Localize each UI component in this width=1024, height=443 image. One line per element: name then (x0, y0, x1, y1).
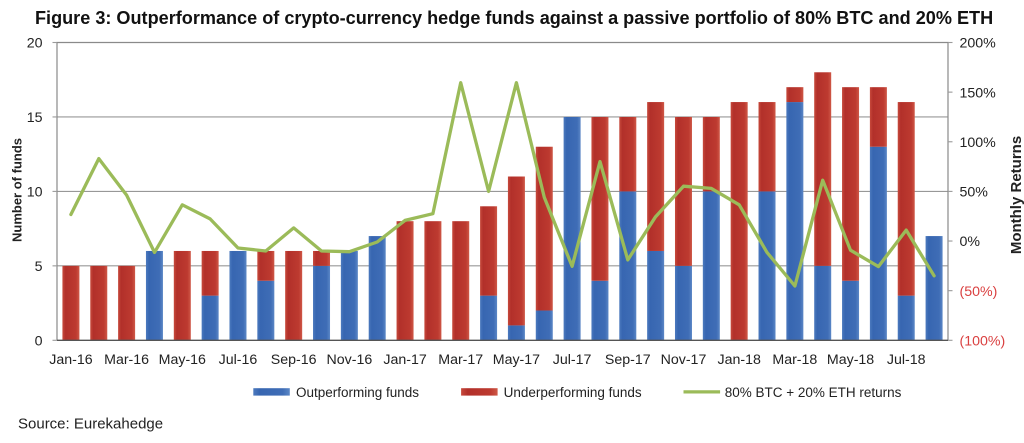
svg-text:Nov-17: Nov-17 (661, 352, 707, 368)
svg-text:Jul-16: Jul-16 (219, 352, 258, 368)
svg-text:Jan-17: Jan-17 (383, 352, 426, 368)
svg-text:Sep-17: Sep-17 (605, 352, 651, 368)
svg-text:May-17: May-17 (493, 352, 540, 368)
svg-text:Underperforming funds: Underperforming funds (504, 385, 642, 400)
svg-text:Jan-18: Jan-18 (717, 352, 760, 368)
svg-text:0: 0 (35, 334, 43, 350)
svg-text:Nov-16: Nov-16 (326, 352, 372, 368)
svg-text:Monthly Returns: Monthly Returns (1008, 136, 1024, 254)
svg-text:May-16: May-16 (159, 352, 206, 368)
svg-text:Figure 3: Outperformance of cr: Figure 3: Outperformance of crypto-curre… (35, 8, 993, 28)
svg-text:150%: 150% (960, 85, 997, 101)
svg-text:Mar-17: Mar-17 (438, 352, 483, 368)
svg-text:100%: 100% (960, 135, 997, 151)
svg-text:15: 15 (27, 110, 43, 126)
svg-text:Number of funds: Number of funds (10, 138, 25, 242)
svg-text:20: 20 (27, 36, 43, 52)
svg-text:Jul-18: Jul-18 (887, 352, 926, 368)
svg-text:(50%): (50%) (960, 284, 998, 300)
svg-text:200%: 200% (960, 36, 997, 52)
svg-text:Source: Eurekahedge: Source: Eurekahedge (18, 416, 163, 433)
svg-text:Sep-16: Sep-16 (271, 352, 317, 368)
svg-text:Jul-17: Jul-17 (553, 352, 592, 368)
svg-text:May-18: May-18 (827, 352, 874, 368)
svg-text:Outperforming funds: Outperforming funds (296, 385, 419, 400)
svg-text:10: 10 (27, 185, 43, 201)
svg-text:5: 5 (35, 259, 43, 275)
svg-text:80% BTC + 20% ETH returns: 80% BTC + 20% ETH returns (725, 385, 902, 400)
svg-text:Mar-18: Mar-18 (772, 352, 817, 368)
svg-text:Mar-16: Mar-16 (104, 352, 149, 368)
svg-text:50%: 50% (960, 185, 989, 201)
svg-text:(100%): (100%) (960, 334, 1006, 350)
svg-text:0%: 0% (960, 234, 981, 250)
svg-text:Jan-16: Jan-16 (49, 352, 92, 368)
